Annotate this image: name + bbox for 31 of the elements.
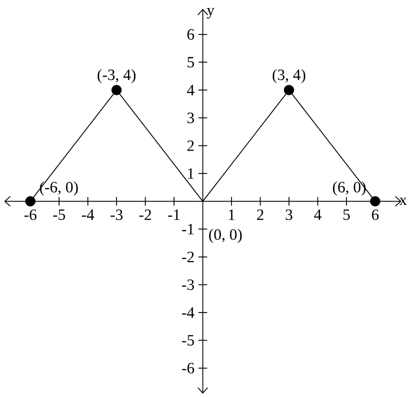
annotation: (-6, 0) [40,181,78,196]
annotation: (3, 4) [272,69,306,84]
x-axis-title: x [399,198,407,205]
y-tick-label: -4 [182,307,194,318]
x-tick-label: -4 [82,210,94,220]
x-tick-label: 2 [257,210,264,220]
y-tick-label: -2 [182,252,194,262]
y-tick-label: 2 [187,140,194,151]
y-tick-label: -5 [182,335,194,346]
x-tick-label: -3 [110,210,122,220]
annotation: (-3, 4) [98,69,136,84]
y-axis-title: y [206,8,214,19]
y-tick-label: 5 [188,57,194,68]
x-tick-label: 1 [228,210,234,220]
y-tick-label: 4 [187,84,194,96]
x-tick-label: 4 [314,210,322,220]
x-tick-label: -6 [24,210,36,220]
x-tick-label: -5 [53,210,66,220]
annotation: (0, 0) [209,228,242,244]
y-tick-label: 3 [187,112,194,124]
x-tick-label: 5 [343,210,350,220]
annotation: (6, 0) [332,181,366,196]
x-tick-label: -1 [168,210,180,220]
y-tick-label: -6 [182,362,194,374]
x-tick-label: 6 [372,210,379,220]
y-tick-label: -1 [182,224,194,234]
y-tick-label: -3 [182,280,194,290]
y-tick-label: 6 [187,29,194,40]
x-tick-label: -2 [139,210,151,220]
y-tick-label: 1 [188,168,194,179]
x-tick-label: 3 [286,210,292,220]
